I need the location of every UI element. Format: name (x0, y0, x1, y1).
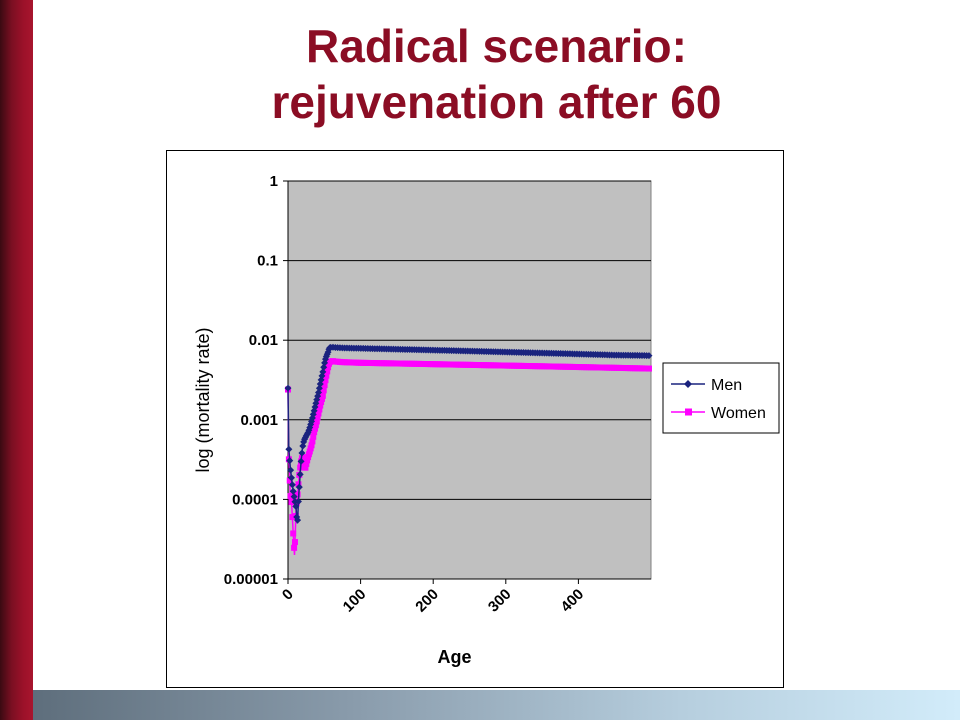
data-point-women (308, 442, 315, 449)
data-point-men (308, 414, 316, 422)
legend-label-men: Men (711, 377, 742, 394)
data-point-women (287, 493, 294, 500)
data-point-men (305, 426, 313, 434)
data-point-men (312, 399, 320, 407)
data-point-men (286, 457, 294, 465)
data-point-women (313, 418, 320, 425)
data-point-women (290, 530, 297, 537)
legend-box (662, 362, 780, 434)
x-tick-label: 300 (485, 586, 515, 616)
data-point-women (291, 539, 298, 546)
legend-marker-women (685, 408, 692, 416)
data-point-women (307, 445, 314, 452)
slide-title-line1: Radical scenario: (306, 20, 687, 72)
data-point-women (321, 382, 328, 389)
data-point-women (304, 457, 311, 464)
data-point-women (322, 377, 329, 384)
data-point-men (315, 384, 323, 392)
data-point-women (286, 477, 293, 484)
mortality-chart: 0.00001 0.0001 0.001 0.01 0.1 1 0 100 200 300 400 A… (193, 173, 780, 667)
data-point-men (321, 355, 329, 363)
data-point-women (645, 365, 652, 372)
data-point-women (325, 364, 332, 371)
data-point-women (309, 438, 316, 445)
x-tick-label: 200 (412, 586, 442, 616)
data-point-men (290, 493, 298, 501)
data-point-men (289, 487, 297, 495)
data-point-women (289, 514, 296, 521)
legend-label-women: Women (711, 405, 766, 422)
legend-marker-men (684, 380, 692, 388)
y-tick-label: 0.001 (240, 412, 278, 429)
data-point-men (293, 513, 301, 521)
left-decorative-bar (0, 0, 33, 720)
data-point-women (291, 544, 298, 551)
data-point-women (314, 414, 321, 421)
data-point-men (295, 483, 303, 491)
data-point-women (318, 395, 325, 402)
data-point-men (297, 457, 305, 465)
data-point-men (296, 470, 304, 478)
chart-frame: 0.00001 0.0001 0.001 0.01 0.1 1 0 100 200 300 400 A… (166, 150, 784, 688)
data-point-women (299, 454, 306, 461)
data-point-men (645, 352, 653, 360)
data-point-women (294, 491, 301, 498)
x-tick-label: 100 (340, 586, 370, 616)
data-point-women (316, 406, 323, 413)
y-tick-label: 0.1 (257, 253, 278, 270)
data-point-men (298, 449, 306, 457)
y-tick-label: 0.01 (249, 332, 278, 349)
data-point-women (324, 368, 331, 375)
data-point-women (317, 402, 324, 409)
y-tick-label: 0.0001 (232, 491, 278, 508)
data-point-women (311, 429, 318, 436)
y-tick-label: 0.00001 (224, 571, 278, 588)
data-point-women (315, 410, 322, 417)
data-point-men (288, 481, 296, 489)
bottom-decorative-bar (33, 690, 960, 720)
data-point-women (310, 433, 317, 440)
data-point-men (319, 368, 327, 376)
data-point-women (318, 399, 325, 406)
data-point-women (312, 425, 319, 432)
data-point-women (319, 392, 326, 399)
data-point-men (294, 498, 302, 506)
data-point-women (300, 457, 307, 464)
y-tick-label: 1 (270, 173, 278, 190)
data-point-men (292, 502, 300, 510)
data-point-women (302, 464, 309, 471)
data-point-men (294, 516, 302, 524)
data-point-men (285, 445, 293, 453)
data-point-men (287, 466, 295, 474)
data-point-women (295, 481, 302, 488)
data-point-women (303, 460, 310, 467)
data-point-women (312, 422, 319, 429)
data-point-men (318, 372, 326, 380)
data-point-women (288, 499, 295, 506)
y-axis-title: log (mortality rate) (193, 327, 213, 472)
x-axis-title: Age (437, 647, 471, 667)
data-point-women (323, 372, 330, 379)
data-point-women (306, 448, 313, 455)
x-tick-label: 400 (558, 586, 588, 616)
plot-area (287, 180, 652, 580)
data-point-women (320, 387, 327, 394)
slide-title-line2: rejuvenation after 60 (271, 76, 722, 128)
data-point-men (284, 384, 292, 392)
data-point-men (287, 474, 295, 482)
x-tick-label: 0 (279, 586, 297, 604)
slide-title: Radical scenario: rejuvenation after 60 (33, 18, 960, 130)
data-point-men (291, 498, 299, 506)
